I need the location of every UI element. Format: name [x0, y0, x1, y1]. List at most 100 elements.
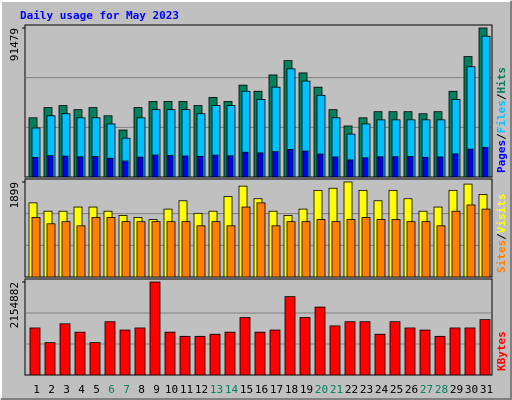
x-tick-label: 24 [375, 383, 389, 396]
bar [331, 221, 341, 278]
bar [91, 217, 101, 278]
bar [211, 221, 221, 278]
x-tick-label: 22 [345, 383, 358, 396]
x-tick-label: 9 [153, 383, 160, 396]
legend-entry: Visits [495, 194, 508, 234]
x-tick-label: 2 [48, 383, 55, 396]
bar [137, 156, 144, 178]
bar [149, 281, 161, 376]
x-tick-label: 6 [108, 383, 115, 396]
x-tick-label: 30 [465, 383, 478, 396]
y-tick-label: 1899 [8, 182, 21, 209]
x-tick-label: 12 [195, 383, 208, 396]
bar [32, 157, 39, 178]
x-tick-label: 4 [78, 383, 85, 396]
legend: KBytes [495, 331, 508, 371]
x-tick-label: 7 [123, 383, 130, 396]
bar [61, 221, 71, 278]
legend-entry: Pages [495, 140, 508, 173]
bar [241, 206, 251, 278]
bar [479, 319, 491, 376]
bar [419, 329, 431, 376]
bar [47, 155, 54, 178]
x-tick-label: 28 [435, 383, 448, 396]
x-tick-label: 23 [360, 383, 373, 396]
bar [256, 202, 266, 278]
bar [194, 335, 206, 376]
bar [227, 155, 234, 178]
bar [286, 221, 296, 278]
y-tick-label: 2154882 [8, 282, 21, 328]
bar [106, 217, 116, 278]
bar [301, 221, 311, 278]
bar [362, 157, 369, 178]
bar [182, 155, 189, 178]
bar [77, 156, 84, 178]
bar [152, 154, 159, 178]
bar [46, 223, 56, 278]
bar [406, 221, 416, 278]
bar [269, 329, 281, 376]
bar [407, 156, 414, 178]
legend-separator: / [495, 93, 508, 100]
bar [242, 151, 249, 178]
x-tick-label: 19 [300, 383, 313, 396]
bar [164, 331, 176, 376]
bar [404, 327, 416, 376]
bar [271, 225, 281, 278]
bar [29, 327, 41, 376]
bar [74, 331, 86, 376]
bar [59, 323, 71, 376]
x-tick-label: 25 [390, 383, 403, 396]
bar [257, 152, 264, 178]
x-tick-label: 13 [210, 383, 223, 396]
bar [167, 155, 174, 178]
x-tick-label: 11 [180, 383, 193, 396]
x-tick-label: 8 [138, 383, 145, 396]
bar [44, 342, 56, 376]
y-tick-label: 91479 [8, 28, 21, 61]
bar [332, 156, 339, 178]
bar [347, 159, 354, 178]
legend-entry: Hits [495, 67, 508, 94]
bar [376, 219, 386, 278]
bar [437, 156, 444, 178]
bar [31, 217, 41, 278]
legend-entry: KBytes [495, 331, 508, 371]
x-tick-label: 31 [480, 383, 493, 396]
x-tick-label: 21 [330, 383, 343, 396]
bar [136, 221, 146, 278]
bar [239, 317, 251, 376]
x-tick-label: 29 [450, 383, 463, 396]
bar [389, 321, 401, 376]
bar [226, 225, 236, 278]
x-tick-label: 26 [405, 383, 418, 396]
bar [181, 221, 191, 278]
bar [209, 333, 221, 376]
x-tick-label: 18 [285, 383, 298, 396]
legend-entry: Files [495, 100, 508, 133]
bar [359, 321, 371, 376]
x-tick-label: 10 [165, 383, 178, 396]
bar [329, 325, 341, 376]
chart-title: Daily usage for May 2023 [20, 9, 179, 22]
bar [482, 146, 489, 178]
x-tick-label: 1 [33, 383, 40, 396]
bar [122, 160, 129, 178]
bar [107, 157, 114, 178]
x-tick-label: 16 [255, 383, 268, 396]
bar [391, 219, 401, 278]
bar [422, 156, 429, 178]
legend-entry: Sites [495, 240, 508, 273]
bar [104, 321, 116, 376]
bar [344, 321, 356, 376]
x-tick-label: 5 [93, 383, 100, 396]
bar [62, 155, 69, 178]
bar [197, 155, 204, 178]
bar [374, 333, 386, 376]
bar [421, 221, 431, 278]
legend: Sites/Visits [495, 194, 508, 274]
x-tick-label: 14 [225, 383, 239, 396]
